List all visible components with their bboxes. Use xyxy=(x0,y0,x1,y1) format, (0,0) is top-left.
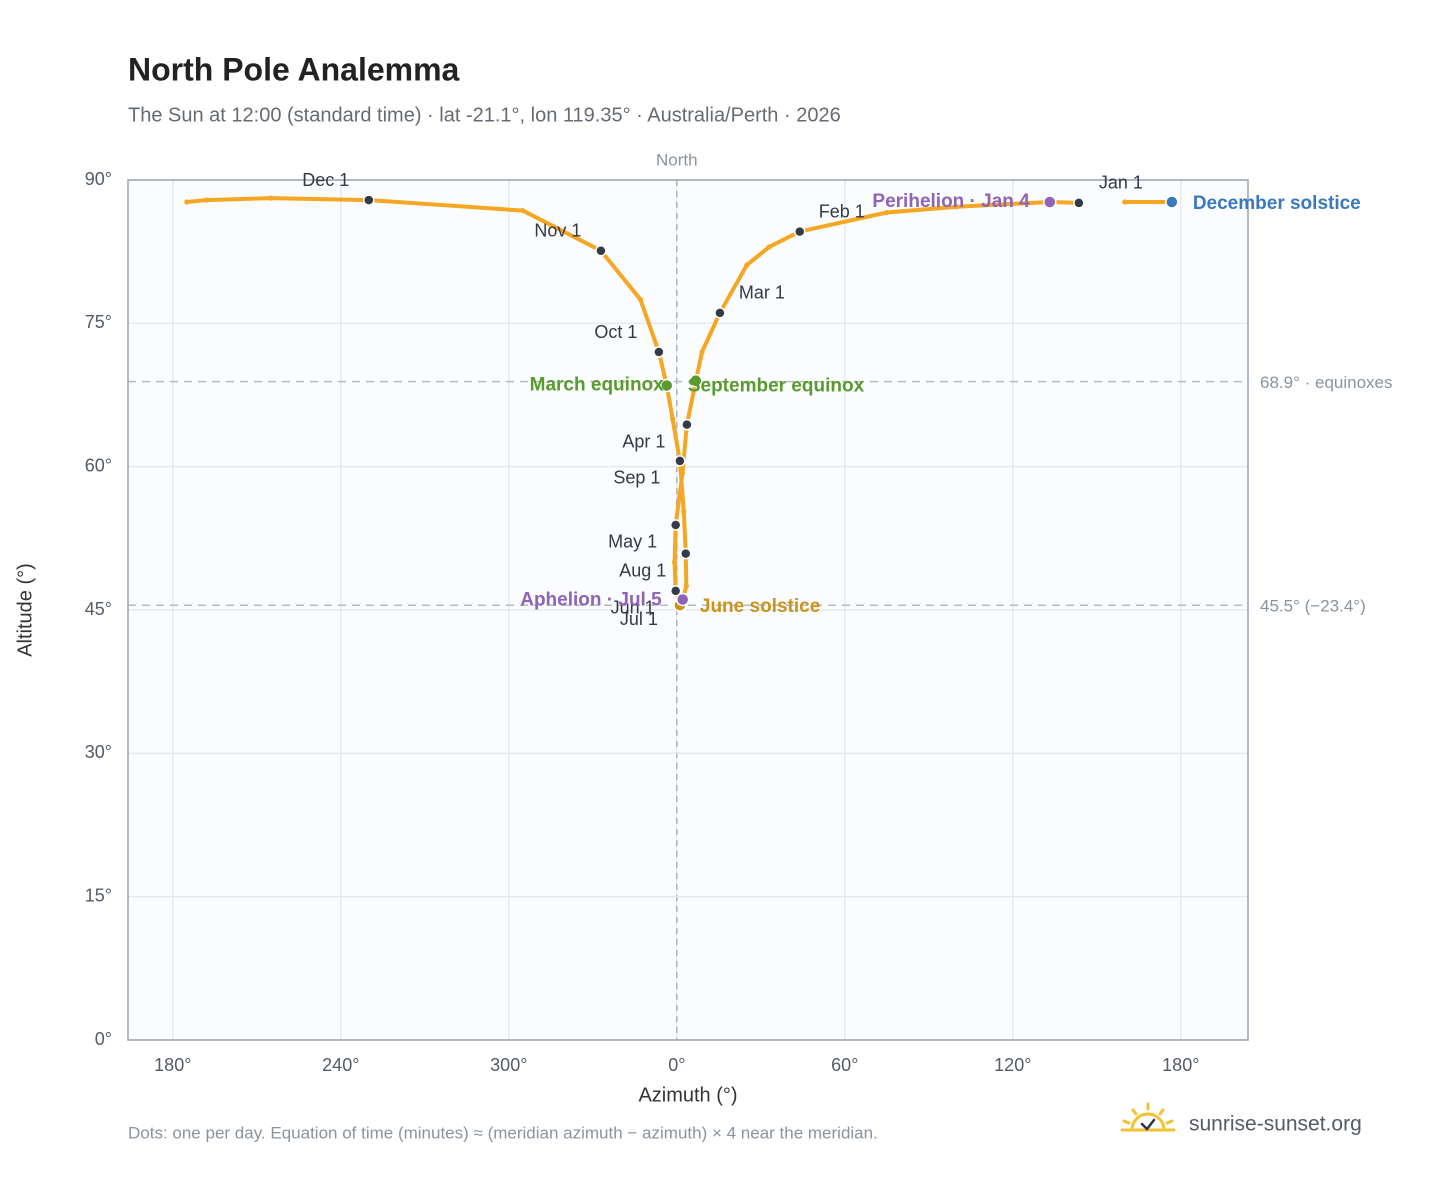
x-tick-label: 180° xyxy=(1162,1055,1199,1075)
month-marker xyxy=(363,194,375,206)
event-marker xyxy=(1165,195,1179,209)
chart-subtitle: The Sun at 12:00 (standard time) · lat -… xyxy=(128,104,841,126)
day-dot xyxy=(671,559,678,565)
month-label: Feb 1 xyxy=(819,201,865,221)
day-dot xyxy=(268,195,274,201)
plot-frame xyxy=(127,179,1249,1041)
y-tick-label: 90° xyxy=(85,169,112,189)
day-dot xyxy=(681,508,687,515)
x-tick-label: 0° xyxy=(668,1055,685,1075)
day-dot xyxy=(203,197,209,203)
event-marker xyxy=(659,378,674,393)
y-tick-label: 45° xyxy=(85,599,112,619)
day-dot xyxy=(1122,199,1128,205)
event-marker xyxy=(689,373,703,388)
event-label: December solstice xyxy=(1193,193,1361,214)
x-tick-label: 120° xyxy=(994,1055,1031,1075)
y-tick-label: 0° xyxy=(95,1029,112,1049)
brand-name: sunrise-sunset.org xyxy=(1189,1113,1362,1136)
event-marker xyxy=(1043,195,1057,209)
day-dot xyxy=(884,209,890,216)
x-tick-label: 240° xyxy=(322,1055,359,1075)
month-label: Jan 1 xyxy=(1099,173,1143,193)
y-tick-label: 15° xyxy=(85,885,112,905)
footnote: Dots: one per day. Equation of time (min… xyxy=(128,1123,878,1142)
event-label: March equinox xyxy=(530,374,665,395)
month-label: Jun 1 xyxy=(611,598,655,618)
day-dot xyxy=(670,416,676,422)
x-tick-label: 180° xyxy=(154,1055,191,1075)
day-dot xyxy=(184,199,190,205)
month-marker xyxy=(595,244,607,257)
month-marker xyxy=(681,418,693,431)
month-label: Jul 1 xyxy=(620,609,658,629)
month-marker xyxy=(793,225,806,238)
month-label: Dec 1 xyxy=(302,170,349,190)
event-label: June solstice xyxy=(700,596,820,617)
month-marker xyxy=(680,547,692,560)
day-dot xyxy=(766,244,772,250)
x-axis-label: Azimuth (°) xyxy=(638,1084,737,1106)
x-tick-label: 300° xyxy=(490,1055,527,1075)
event-label: Aphelion · Jul 5 xyxy=(520,590,662,611)
month-marker xyxy=(1073,197,1085,209)
day-dot xyxy=(679,470,686,476)
month-marker xyxy=(653,346,665,358)
month-marker xyxy=(714,307,726,319)
month-label: Mar 1 xyxy=(739,283,785,303)
month-marker xyxy=(669,519,682,531)
month-marker xyxy=(674,455,686,467)
meridian-label: North xyxy=(656,150,698,169)
month-label: Nov 1 xyxy=(534,220,581,240)
x-tick-label: 60° xyxy=(831,1055,858,1075)
day-dot xyxy=(520,207,526,214)
reference-label: 45.5° (−23.4°) xyxy=(1260,597,1366,616)
day-dot xyxy=(637,296,644,303)
brand-logo xyxy=(1120,1102,1176,1132)
day-dot xyxy=(954,204,960,210)
event-label: Perihelion · Jan 4 xyxy=(872,191,1030,212)
month-label: May 1 xyxy=(608,532,657,552)
y-axis-label: Altitude (°) xyxy=(14,563,36,657)
month-label: Oct 1 xyxy=(594,322,637,342)
y-tick-label: 60° xyxy=(85,455,112,475)
month-label: Apr 1 xyxy=(622,431,665,451)
y-tick-label: 75° xyxy=(85,312,112,332)
reference-label: 68.9° · equinoxes xyxy=(1260,373,1393,392)
day-dot xyxy=(744,262,750,268)
event-marker xyxy=(675,592,690,607)
month-marker xyxy=(669,585,682,597)
day-dot xyxy=(683,583,689,589)
y-tick-label: 30° xyxy=(85,742,112,762)
day-dot xyxy=(699,349,705,355)
month-label: Sep 1 xyxy=(613,468,660,488)
event-label: September equinox xyxy=(688,376,865,397)
month-label: Aug 1 xyxy=(619,560,666,580)
chart-title: North Pole Analemma xyxy=(128,51,460,87)
